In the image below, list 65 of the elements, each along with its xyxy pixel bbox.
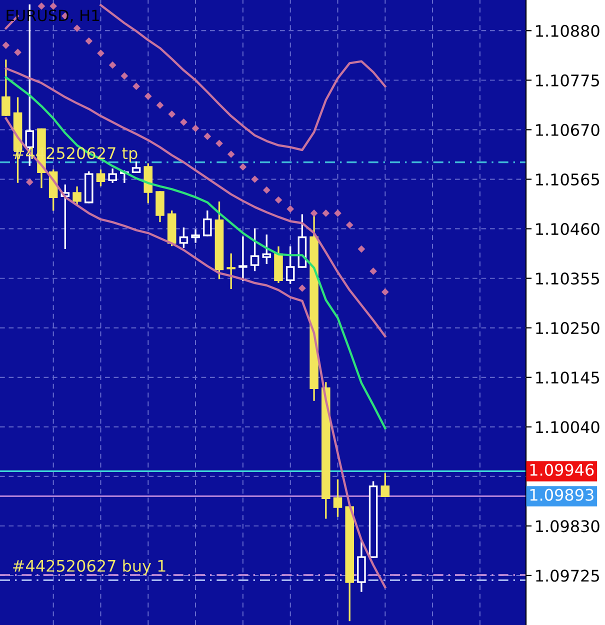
point bbox=[204, 132, 212, 140]
y-tick-label: 1.10355 bbox=[536, 272, 599, 285]
y-tick-label: 1.10775 bbox=[536, 74, 599, 86]
y-tick-label: 1.10565 bbox=[536, 173, 599, 186]
candlestick bbox=[179, 227, 188, 248]
point bbox=[370, 268, 377, 275]
point bbox=[251, 176, 258, 183]
point bbox=[120, 72, 128, 80]
point bbox=[108, 61, 116, 69]
candlestick bbox=[333, 479, 342, 517]
ref-line-label: 1.09946 bbox=[530, 464, 594, 476]
point bbox=[239, 163, 247, 171]
point bbox=[322, 210, 330, 217]
y-tick-label: 1.10145 bbox=[536, 372, 599, 384]
candlestick bbox=[380, 473, 390, 498]
point bbox=[346, 221, 354, 229]
y-tick-label: 1.10250 bbox=[536, 322, 600, 334]
line-series bbox=[4, 67, 386, 338]
point bbox=[156, 102, 164, 109]
candlestick bbox=[191, 229, 200, 243]
point bbox=[298, 284, 306, 292]
point bbox=[50, 2, 58, 10]
point bbox=[180, 118, 188, 126]
point bbox=[262, 186, 270, 194]
candlestick bbox=[156, 191, 164, 222]
y-tick-label: 1.09725 bbox=[536, 570, 599, 582]
point bbox=[14, 48, 22, 56]
candlestick bbox=[2, 60, 10, 116]
point bbox=[192, 124, 200, 132]
candlestick bbox=[203, 210, 212, 236]
point bbox=[168, 110, 176, 118]
point bbox=[334, 210, 342, 217]
y-tick-label: 1.10880 bbox=[536, 24, 600, 37]
point bbox=[286, 205, 294, 213]
candlestick bbox=[250, 228, 260, 272]
candlestick bbox=[108, 168, 117, 183]
point bbox=[144, 92, 152, 100]
point bbox=[85, 37, 93, 45]
candlestick bbox=[226, 253, 236, 290]
point bbox=[227, 150, 235, 158]
point bbox=[358, 245, 366, 253]
point bbox=[38, 2, 46, 10]
ref-line-label: 1.09893 bbox=[530, 488, 594, 501]
point bbox=[73, 24, 81, 32]
y-tick-label: 1.10670 bbox=[536, 124, 600, 136]
line-series bbox=[4, 76, 386, 430]
ref-line-label: #442520627 buy 1 bbox=[13, 560, 166, 575]
point bbox=[216, 140, 223, 148]
candlestick bbox=[72, 186, 82, 206]
candlestick bbox=[262, 234, 272, 264]
point bbox=[2, 42, 10, 49]
point bbox=[97, 50, 104, 57]
point bbox=[310, 210, 318, 217]
candlestick bbox=[286, 246, 295, 284]
y-tick-label: 1.10460 bbox=[536, 222, 600, 236]
candlestick bbox=[96, 169, 106, 186]
candlestick bbox=[238, 236, 248, 282]
point bbox=[381, 288, 389, 296]
point bbox=[26, 178, 34, 186]
point bbox=[132, 82, 140, 90]
point bbox=[274, 196, 282, 204]
line-series bbox=[4, 117, 386, 588]
candlestick bbox=[132, 161, 141, 174]
y-tick-label: 1.09830 bbox=[536, 520, 600, 532]
y-tick-label: 1.10040 bbox=[536, 421, 600, 434]
